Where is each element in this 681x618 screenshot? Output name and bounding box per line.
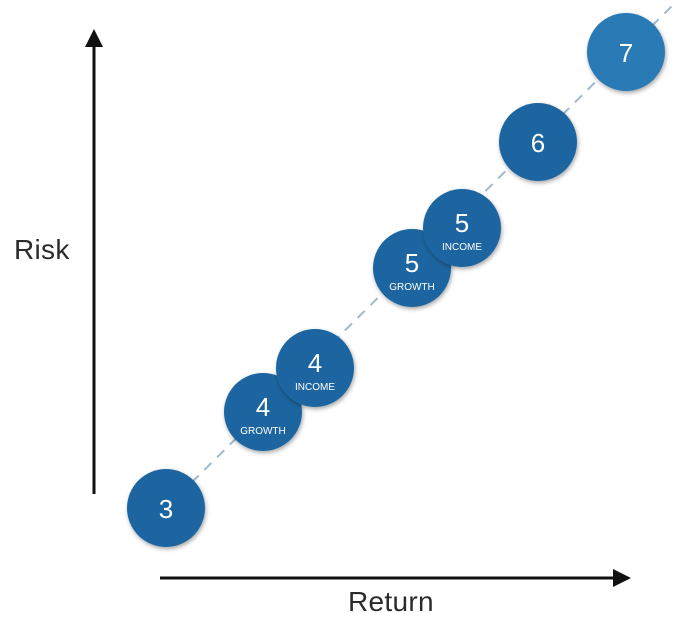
bubble-number: 7 xyxy=(619,38,633,68)
bubble-sublabel: GROWTH xyxy=(240,426,286,437)
bubble-number: 4 xyxy=(308,348,322,378)
bubble-circle xyxy=(499,103,577,181)
bubble-sublabel: INCOME xyxy=(295,382,335,393)
bubble-number: 4 xyxy=(256,392,270,422)
bubble-number: 5 xyxy=(405,248,419,278)
bubbles-layer: 3 4 GROWTH 4 INCOME 5 GROWTH 5 INCOME 6 7 xyxy=(127,13,665,547)
bubble-number: 3 xyxy=(159,494,173,524)
bubble-circle xyxy=(127,469,205,547)
bubble-circle xyxy=(276,329,354,407)
bubble-4-growth: 4 GROWTH xyxy=(224,373,302,451)
y-axis-label: Risk xyxy=(14,234,70,265)
bubble-5-income: 5 INCOME xyxy=(423,189,501,267)
bubble-number: 5 xyxy=(455,208,469,238)
bubble-4-income: 4 INCOME xyxy=(276,329,354,407)
bubble-sublabel: GROWTH xyxy=(389,282,435,293)
bubble-3: 3 xyxy=(127,469,205,547)
bubble-7: 7 xyxy=(587,13,665,91)
x-axis-label: Return xyxy=(348,586,434,617)
bubble-circle xyxy=(587,13,665,91)
bubble-6: 6 xyxy=(499,103,577,181)
bubble-number: 6 xyxy=(531,128,545,158)
bubble-sublabel: INCOME xyxy=(442,242,482,253)
bubble-circle xyxy=(224,373,302,451)
bubble-circle xyxy=(423,189,501,267)
